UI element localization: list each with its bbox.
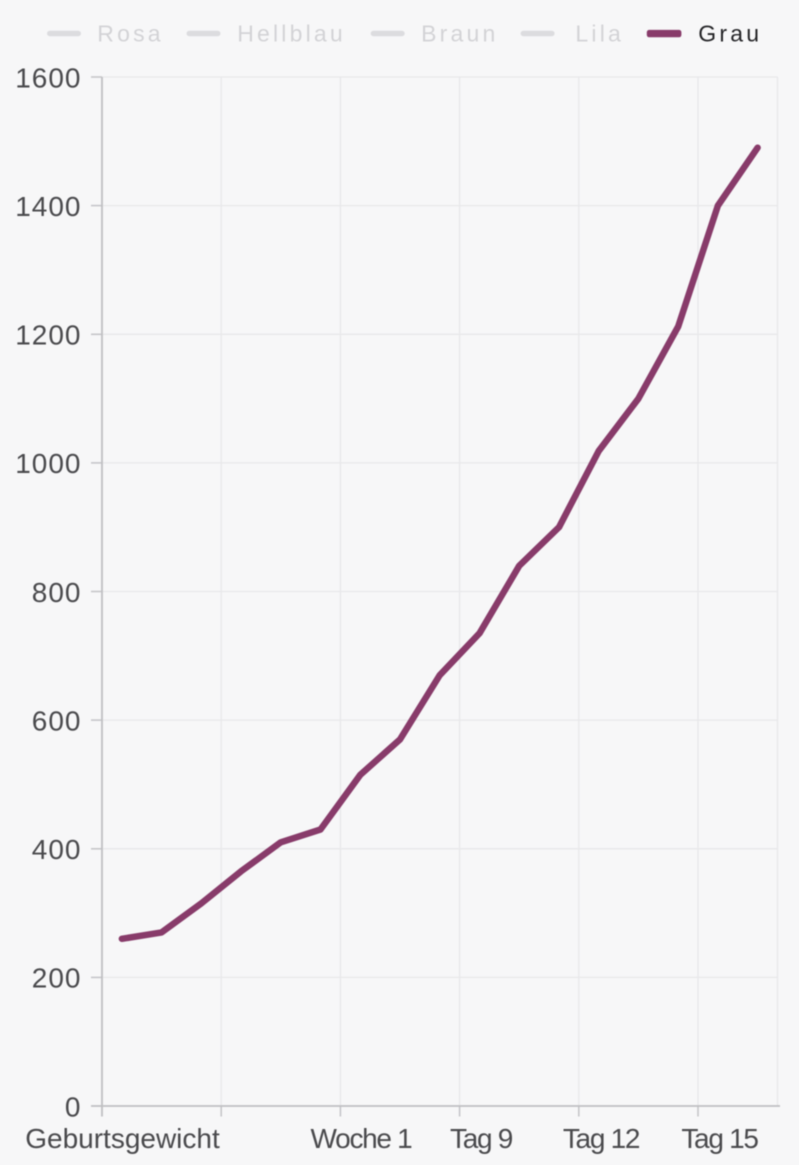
svg-text:Tag 9: Tag 9 — [450, 1123, 513, 1154]
svg-text:800: 800 — [32, 577, 82, 608]
svg-text:Grau: Grau — [698, 21, 762, 47]
svg-text:400: 400 — [32, 834, 82, 865]
svg-text:Lila: Lila — [575, 21, 624, 47]
svg-text:1200: 1200 — [15, 320, 81, 351]
svg-text:Woche 1: Woche 1 — [311, 1123, 413, 1154]
svg-text:0: 0 — [65, 1091, 82, 1122]
svg-text:200: 200 — [32, 963, 82, 994]
svg-text:Tag 12: Tag 12 — [563, 1123, 640, 1154]
svg-text:1000: 1000 — [15, 448, 81, 479]
svg-text:Hellblau: Hellblau — [237, 21, 346, 47]
svg-text:Tag 15: Tag 15 — [681, 1123, 758, 1154]
svg-text:600: 600 — [32, 705, 82, 736]
svg-text:Braun: Braun — [421, 21, 498, 47]
svg-text:Rosa: Rosa — [97, 21, 164, 47]
svg-text:Geburtsgewicht: Geburtsgewicht — [25, 1123, 220, 1154]
svg-text:1600: 1600 — [15, 62, 81, 93]
svg-text:1400: 1400 — [15, 191, 81, 222]
